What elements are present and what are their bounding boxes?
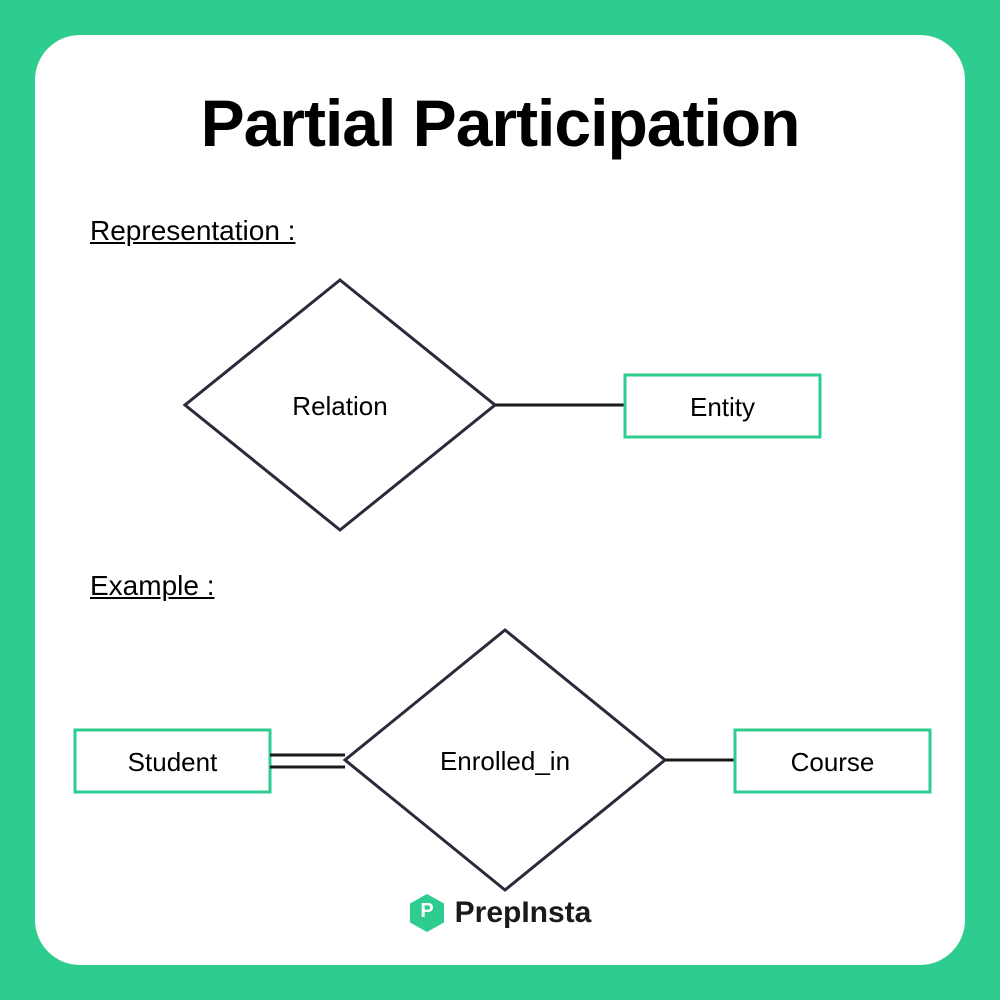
er-diagram-svg: Relation Entity Student Enrolled_in Cour… <box>35 35 965 965</box>
prepinsta-logo-icon: P <box>409 893 445 933</box>
course-label: Course <box>791 747 875 777</box>
enrolled-label: Enrolled_in <box>440 746 570 776</box>
logo-container: P PrepInsta <box>35 893 965 933</box>
entity-label: Entity <box>690 392 755 422</box>
card-container: Partial Participation Representation : E… <box>35 35 965 965</box>
student-label: Student <box>128 747 218 777</box>
relation-label: Relation <box>292 391 387 421</box>
logo-text: PrepInsta <box>455 896 592 930</box>
svg-text:P: P <box>420 900 433 922</box>
